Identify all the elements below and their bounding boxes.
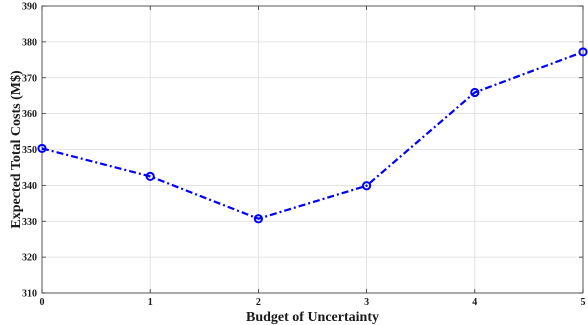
y-tick-label: 380 <box>22 37 37 48</box>
x-axis-title: Budget of Uncertainty <box>246 310 379 325</box>
x-tick-labels: 0 1 2 3 4 5 <box>40 297 586 308</box>
data-point-marker <box>37 143 47 154</box>
y-tick-label: 370 <box>22 73 37 84</box>
x-tick-label: 5 <box>581 297 586 308</box>
x-tick-label: 1 <box>148 297 153 308</box>
y-tick-label: 390 <box>22 2 37 13</box>
y-tick-label: 350 <box>22 145 37 156</box>
series-line <box>41 50 584 220</box>
y-tick-label: 330 <box>22 217 37 228</box>
data-point-marker <box>253 214 263 224</box>
x-tick-label: 0 <box>40 297 45 308</box>
x-tick-label: 3 <box>364 297 369 308</box>
y-tick-label: 310 <box>22 289 37 300</box>
data-point-marker <box>145 171 155 182</box>
y-tick-label: 360 <box>22 109 37 120</box>
y-tick-labels: 310 320 330 340 350 360 370 380 390 <box>22 2 37 300</box>
x-tick-label: 4 <box>472 297 477 308</box>
y-tick-label: 340 <box>22 181 37 192</box>
y-tick-label: 320 <box>22 253 37 264</box>
data-point-marker <box>578 47 588 57</box>
data-point-marker <box>470 87 480 98</box>
series <box>37 47 588 224</box>
data-point-marker <box>362 181 372 191</box>
y-axis-title: Expected Total Costs (M$) <box>9 70 24 229</box>
grid <box>41 5 584 294</box>
x-tick-label: 2 <box>256 297 261 308</box>
